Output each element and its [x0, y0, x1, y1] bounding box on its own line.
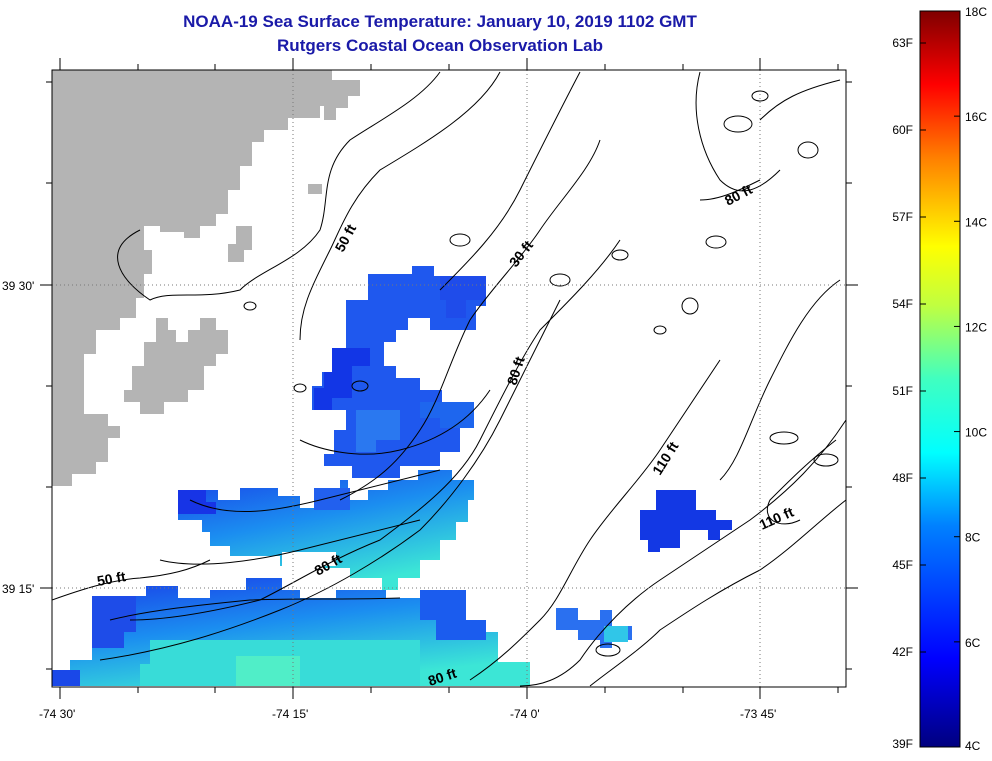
- lat-label: 39 30': [2, 279, 34, 293]
- colorbar-f-label: 48F: [892, 471, 913, 485]
- colorbar-c-label: 10C: [965, 426, 987, 440]
- colorbar-c-label: 12C: [965, 320, 987, 334]
- map-title: NOAA-19 Sea Surface Temperature: January…: [183, 12, 697, 31]
- sst-field: [52, 266, 732, 686]
- colorbar-c-label: 14C: [965, 215, 987, 229]
- colorbar-f-label: 51F: [892, 384, 913, 398]
- land-area: [124, 318, 228, 414]
- colorbar-c-label: 6C: [965, 636, 981, 650]
- land-area: [52, 70, 332, 486]
- colorbar-c-label: 18C: [965, 5, 987, 19]
- bathymetry-contours: [52, 71, 846, 687]
- contour-label: 50 ft: [96, 568, 127, 589]
- lon-label: -74 0': [510, 707, 540, 721]
- lon-label: -73 45': [740, 707, 776, 721]
- colorbar-f-label: 57F: [892, 210, 913, 224]
- colorbar-f-label: 63F: [892, 36, 913, 50]
- lon-label: -74 15': [272, 707, 308, 721]
- colorbar-c-label: 16C: [965, 110, 987, 124]
- lon-label: -74 30': [39, 707, 75, 721]
- land-area: [308, 184, 322, 194]
- colorbar-gradient: [919, 10, 961, 748]
- colorbar-f-label: 45F: [892, 558, 913, 572]
- colorbar-c-label: 8C: [965, 531, 981, 545]
- map-subtitle: Rutgers Coastal Ocean Observation Lab: [277, 36, 603, 55]
- lat-label: 39 15': [2, 582, 34, 596]
- lon-axis-labels: -74 30' -74 15' -74 0' -73 45': [39, 707, 776, 721]
- land-area: [300, 80, 360, 120]
- colorbar-f-label: 60F: [892, 123, 913, 137]
- land-area: [228, 226, 252, 262]
- colorbar-c-label: 4C: [965, 739, 981, 753]
- colorbar-f-label: 54F: [892, 297, 913, 311]
- colorbar: 63F 60F 57F 54F 51F 48F 45F 42F 39F 18C 16C 14C 12C…: [892, 5, 987, 753]
- axis-ticks: [40, 58, 858, 699]
- colorbar-f-label: 39F: [892, 737, 913, 751]
- colorbar-f-label: 42F: [892, 645, 913, 659]
- graticule: [52, 70, 846, 687]
- lat-axis-labels: 39 30' 39 15': [2, 279, 34, 596]
